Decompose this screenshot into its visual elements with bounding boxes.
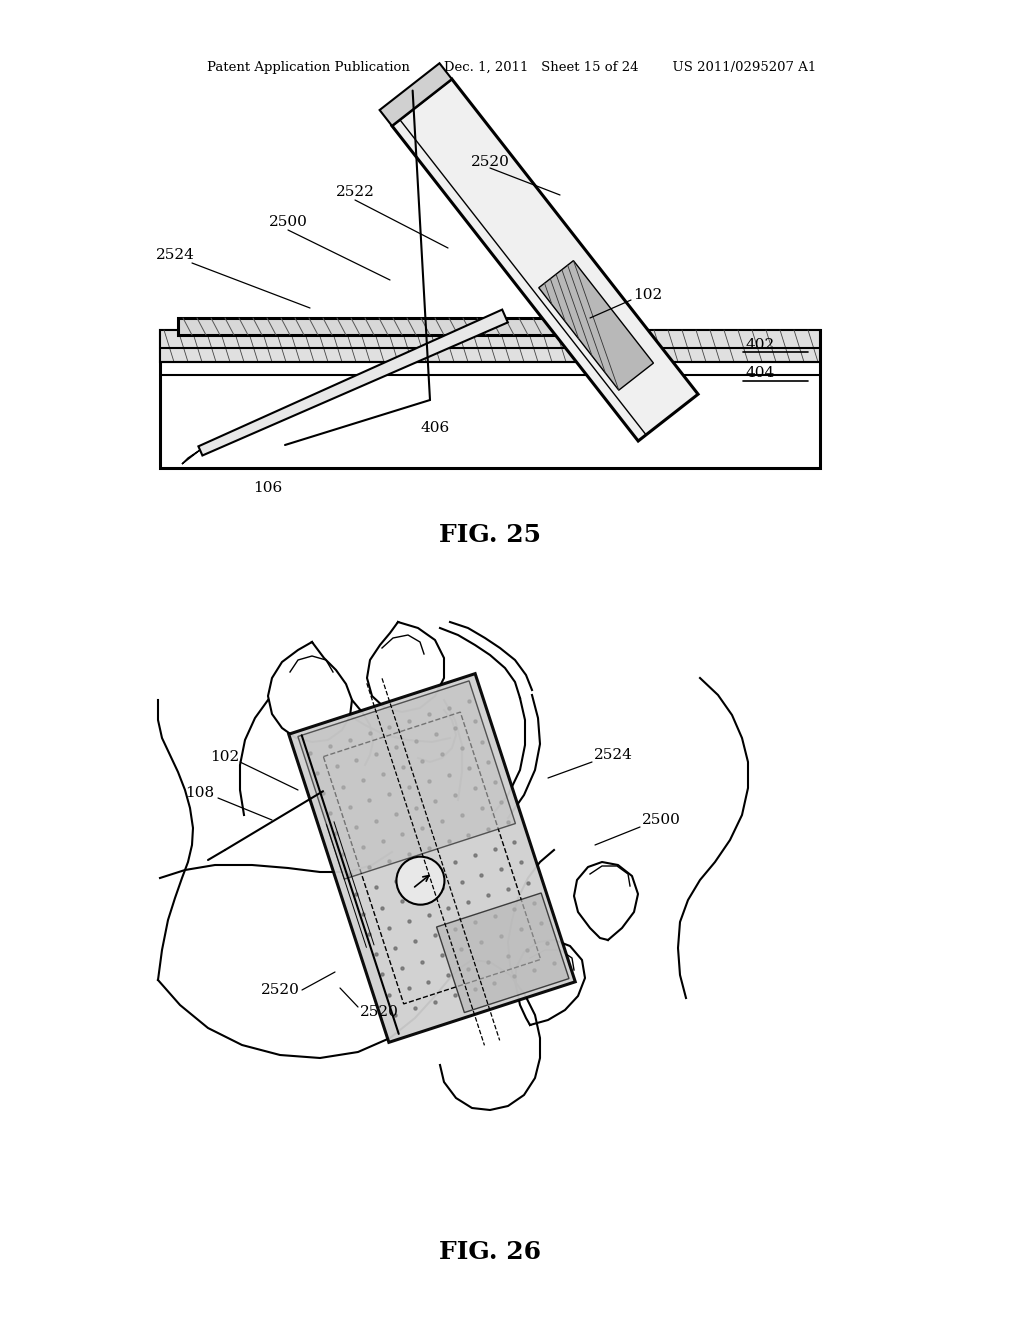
- Polygon shape: [380, 63, 452, 125]
- Circle shape: [396, 857, 444, 904]
- Polygon shape: [436, 894, 569, 1012]
- Polygon shape: [298, 681, 515, 879]
- Text: 2524: 2524: [156, 248, 195, 261]
- Text: 2520: 2520: [471, 154, 509, 169]
- Text: 2524: 2524: [594, 748, 633, 762]
- Polygon shape: [392, 79, 698, 441]
- Text: Patent Application Publication        Dec. 1, 2011   Sheet 15 of 24        US 20: Patent Application Publication Dec. 1, 2…: [208, 62, 816, 74]
- Text: 402: 402: [745, 338, 774, 352]
- Polygon shape: [289, 673, 575, 1043]
- Polygon shape: [539, 260, 653, 391]
- Text: 2500: 2500: [268, 215, 307, 228]
- Text: 406: 406: [421, 421, 450, 436]
- Text: 102: 102: [210, 750, 240, 764]
- Text: 404: 404: [745, 366, 774, 380]
- Text: FIG. 26: FIG. 26: [439, 1239, 541, 1265]
- Polygon shape: [160, 330, 820, 362]
- Polygon shape: [182, 450, 200, 465]
- Text: 2522: 2522: [336, 185, 375, 199]
- Text: FIG. 25: FIG. 25: [439, 523, 541, 546]
- Polygon shape: [199, 310, 508, 455]
- Polygon shape: [160, 330, 820, 469]
- Text: 2520: 2520: [360, 1005, 399, 1019]
- Text: 2520: 2520: [261, 983, 300, 997]
- Text: 108: 108: [185, 785, 215, 800]
- Text: 102: 102: [633, 288, 663, 302]
- Text: 2500: 2500: [642, 813, 681, 828]
- Polygon shape: [178, 318, 590, 335]
- Text: 106: 106: [253, 480, 283, 495]
